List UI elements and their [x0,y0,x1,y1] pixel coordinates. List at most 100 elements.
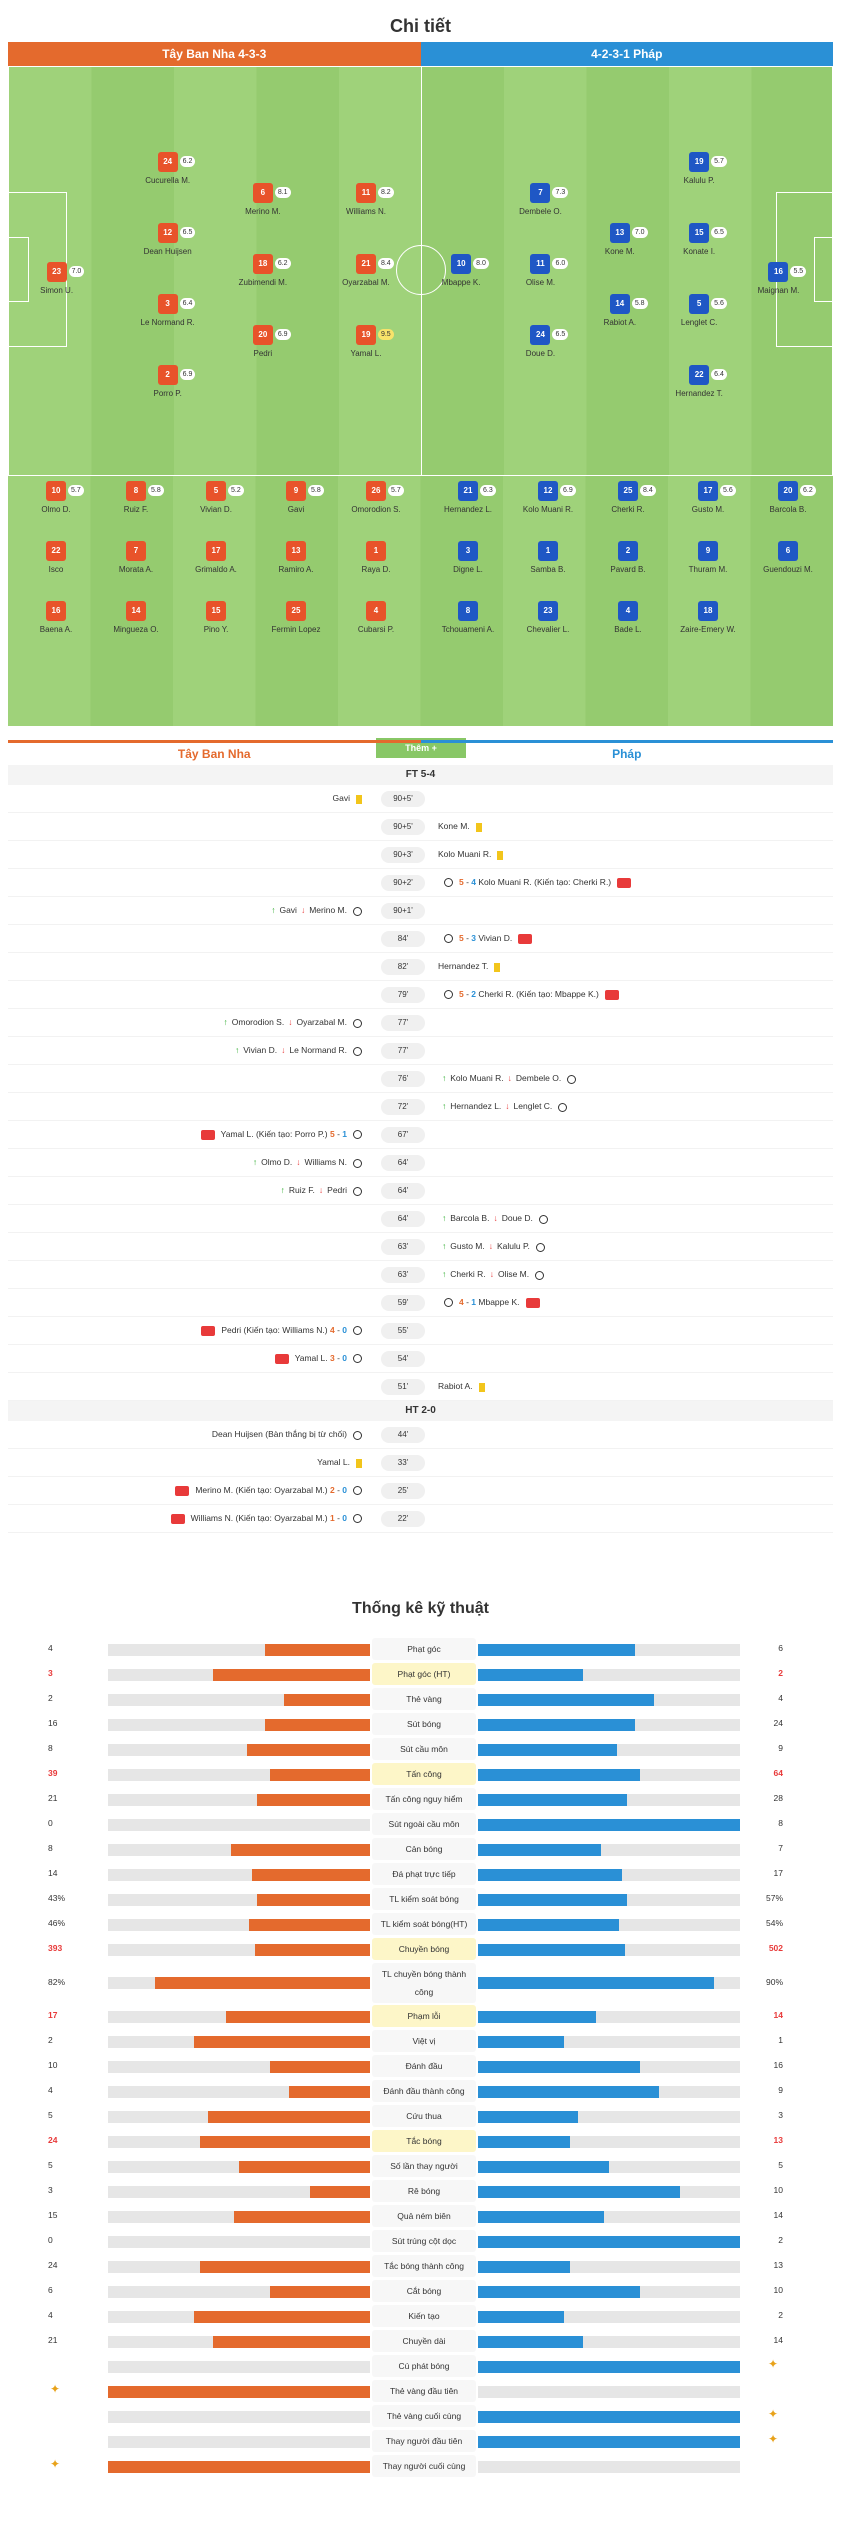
home-sub-player[interactable]: 17 Grimaldo A. [176,541,256,574]
stat-away-bar [478,2011,596,2023]
player-rating: 5.8 [631,297,648,309]
shirt-number: 23 [543,606,553,615]
home-sub-player[interactable]: 5 5.2 Vivian D. [176,481,256,514]
substitution-icon [558,1102,568,1112]
event-away-side: ↑ Hernandez L. ↓ Lenglet C. [428,1101,833,1112]
home-sub-player[interactable]: 14 Mingueza O. [96,601,176,634]
pin-icon: ✦ [768,2357,779,2371]
away-player[interactable]: 16 5.5 Maignan M. [738,262,818,295]
video-icon[interactable] [274,1353,289,1364]
home-player[interactable]: 2 6.9 Porro P. [128,364,208,398]
sub-in-arrow-icon: ↑ [235,1045,240,1056]
home-sub-player[interactable]: 16 Baena A. [16,601,96,634]
away-player[interactable]: 11 6.0 Olise M. [500,254,580,287]
away-sub-player[interactable]: 9 Thuram M. [668,541,748,574]
home-sub-player[interactable]: 13 Ramiro A. [256,541,336,574]
home-sub-player[interactable]: 1 Raya D. [336,541,416,574]
home-sub-player[interactable]: 25 Fermin Lopez [256,601,336,634]
video-icon[interactable] [518,933,533,944]
player-name: Cherki R. [611,505,645,514]
away-player[interactable]: 19 5.7 Kalulu P. [659,151,739,185]
home-sub-player[interactable]: 9 5.8 Gavi [256,481,336,514]
away-sub-player[interactable]: 12 6.9 Kolo Muani R. [508,481,588,514]
shirt-icon: 25 8.4 [618,481,656,501]
video-icon[interactable] [200,1129,215,1140]
home-sub-player[interactable]: 15 Pino Y. [176,601,256,634]
event-minute: 77' [378,1014,428,1031]
away-player[interactable]: 15 6.5 Konate I. [659,222,739,256]
home-sub-player[interactable]: 7 Morata A. [96,541,176,574]
stat-away-bar [478,1944,625,1956]
event-text: Yamal L. (Kiến tạo: Porro P.) [220,1129,330,1140]
away-sub-player[interactable]: 4 Bade L. [588,601,668,634]
away-sub-player[interactable]: 21 6.3 Hernandez L. [428,481,508,514]
shirt-icon: 14 5.8 [609,293,648,314]
event-away-side: 5 - 2 Cherki R. (Kiến tạo: Mbappe K.) [428,989,833,1000]
home-player[interactable]: 20 6.9 Pedri [223,325,303,358]
shirt-number: 7 [133,546,139,555]
video-icon[interactable] [201,1325,216,1336]
stat-home-bar [270,2286,370,2298]
away-player[interactable]: 10 8.0 Mbappe K. [421,254,501,287]
away-sub-player[interactable]: 2 Pavard B. [588,541,668,574]
event-minute: 82' [378,958,428,975]
event-row: ↑ Omorodion S. ↓ Oyarzabal M. 77' [8,1009,833,1037]
yellow-card-icon [497,850,504,860]
home-player[interactable]: 12 6.5 Dean Huijsen [128,222,208,256]
home-sub-player[interactable]: 26 5.7 Omorodion S. [336,481,416,514]
video-icon[interactable] [525,1297,540,1308]
away-sub-player[interactable]: 17 5.6 Gusto M. [668,481,748,514]
stat-home-value: 5 [48,2160,53,2170]
home-player[interactable]: 19 9.5 Yamal L. [326,325,406,358]
event-row: ↑ Olmo D. ↓ Williams N. 64' [8,1149,833,1177]
away-player[interactable]: 14 5.8 Rabiot A. [580,293,660,327]
player-name: Grimaldo A. [195,565,237,574]
video-icon[interactable] [170,1513,185,1524]
home-sub-player[interactable]: 4 Cubarsi P. [336,601,416,634]
stat-home-value: 39 [48,1768,58,1778]
home-player[interactable]: 21 8.4 Oyarzabal M. [326,254,406,287]
shirt-icon: 1 [366,541,386,561]
player-name: Vivian D. [200,505,232,514]
home-sub-player[interactable]: 8 5.8 Ruiz F. [96,481,176,514]
show-more-button[interactable]: Thêm + [376,738,466,758]
shirt-number: 5 [213,486,219,495]
away-sub-player[interactable]: 8 Tchouameni A. [428,601,508,634]
away-player[interactable]: 5 5.6 Lenglet C. [659,293,739,327]
video-icon[interactable] [175,1485,190,1496]
stat-home-value: 21 [48,1793,58,1803]
away-sub-player[interactable]: 25 8.4 Cherki R. [588,481,668,514]
away-sub-player[interactable]: 1 Samba B. [508,541,588,574]
away-sub-player[interactable]: 6 Guendouzi M. [748,541,828,574]
away-sub-player[interactable]: 20 6.2 Barcola B. [748,481,828,514]
away-sub-player[interactable]: 23 Chevalier L. [508,601,588,634]
home-sub-player[interactable]: 10 5.7 Olmo D. [16,481,96,514]
away-sub-player[interactable]: 18 Zaire-Emery W. [668,601,748,634]
pin-icon: ✦ [50,2457,61,2471]
shirt-icon: 3 6.4 [157,293,196,314]
event-home-side: Williams N. (Kiến tạo: Oyarzabal M.) 1 -… [8,1513,378,1524]
away-sub-player[interactable]: 3 Digne L. [428,541,508,574]
sub-out-arrow-icon: ↓ [505,1101,510,1112]
player-name: Baena A. [39,625,73,634]
home-sub-player[interactable]: 22 Isco [16,541,96,574]
home-player[interactable]: 23 7.0 Simon U. [17,262,97,295]
video-icon[interactable] [617,877,632,888]
player-name: Ramiro A. [278,565,314,574]
home-player[interactable]: 11 8.2 Williams N. [326,183,406,216]
event-away-side: Kolo Muani R. [428,849,833,860]
home-player[interactable]: 18 6.2 Zubimendi M. [223,254,303,287]
player-name: Fermin Lopez [271,625,321,634]
sub-in-arrow-icon: ↑ [271,905,276,916]
away-player[interactable]: 13 7.0 Kone M. [580,222,660,256]
shirt-number: 21 [463,486,473,495]
home-player[interactable]: 3 6.4 Le Normand R. [128,293,208,327]
away-player[interactable]: 24 6.5 Doue D. [500,325,580,358]
away-player[interactable]: 7 7.3 Dembele O. [500,183,580,216]
video-icon[interactable] [604,989,619,1000]
pin-icon: ✦ [768,2407,779,2421]
away-player[interactable]: 22 6.4 Hernandez T. [659,364,739,398]
event-row: Gavi 90+5' [8,785,833,813]
home-player[interactable]: 6 8.1 Merino M. [223,183,303,216]
home-player[interactable]: 24 6.2 Cucurella M. [128,151,208,185]
